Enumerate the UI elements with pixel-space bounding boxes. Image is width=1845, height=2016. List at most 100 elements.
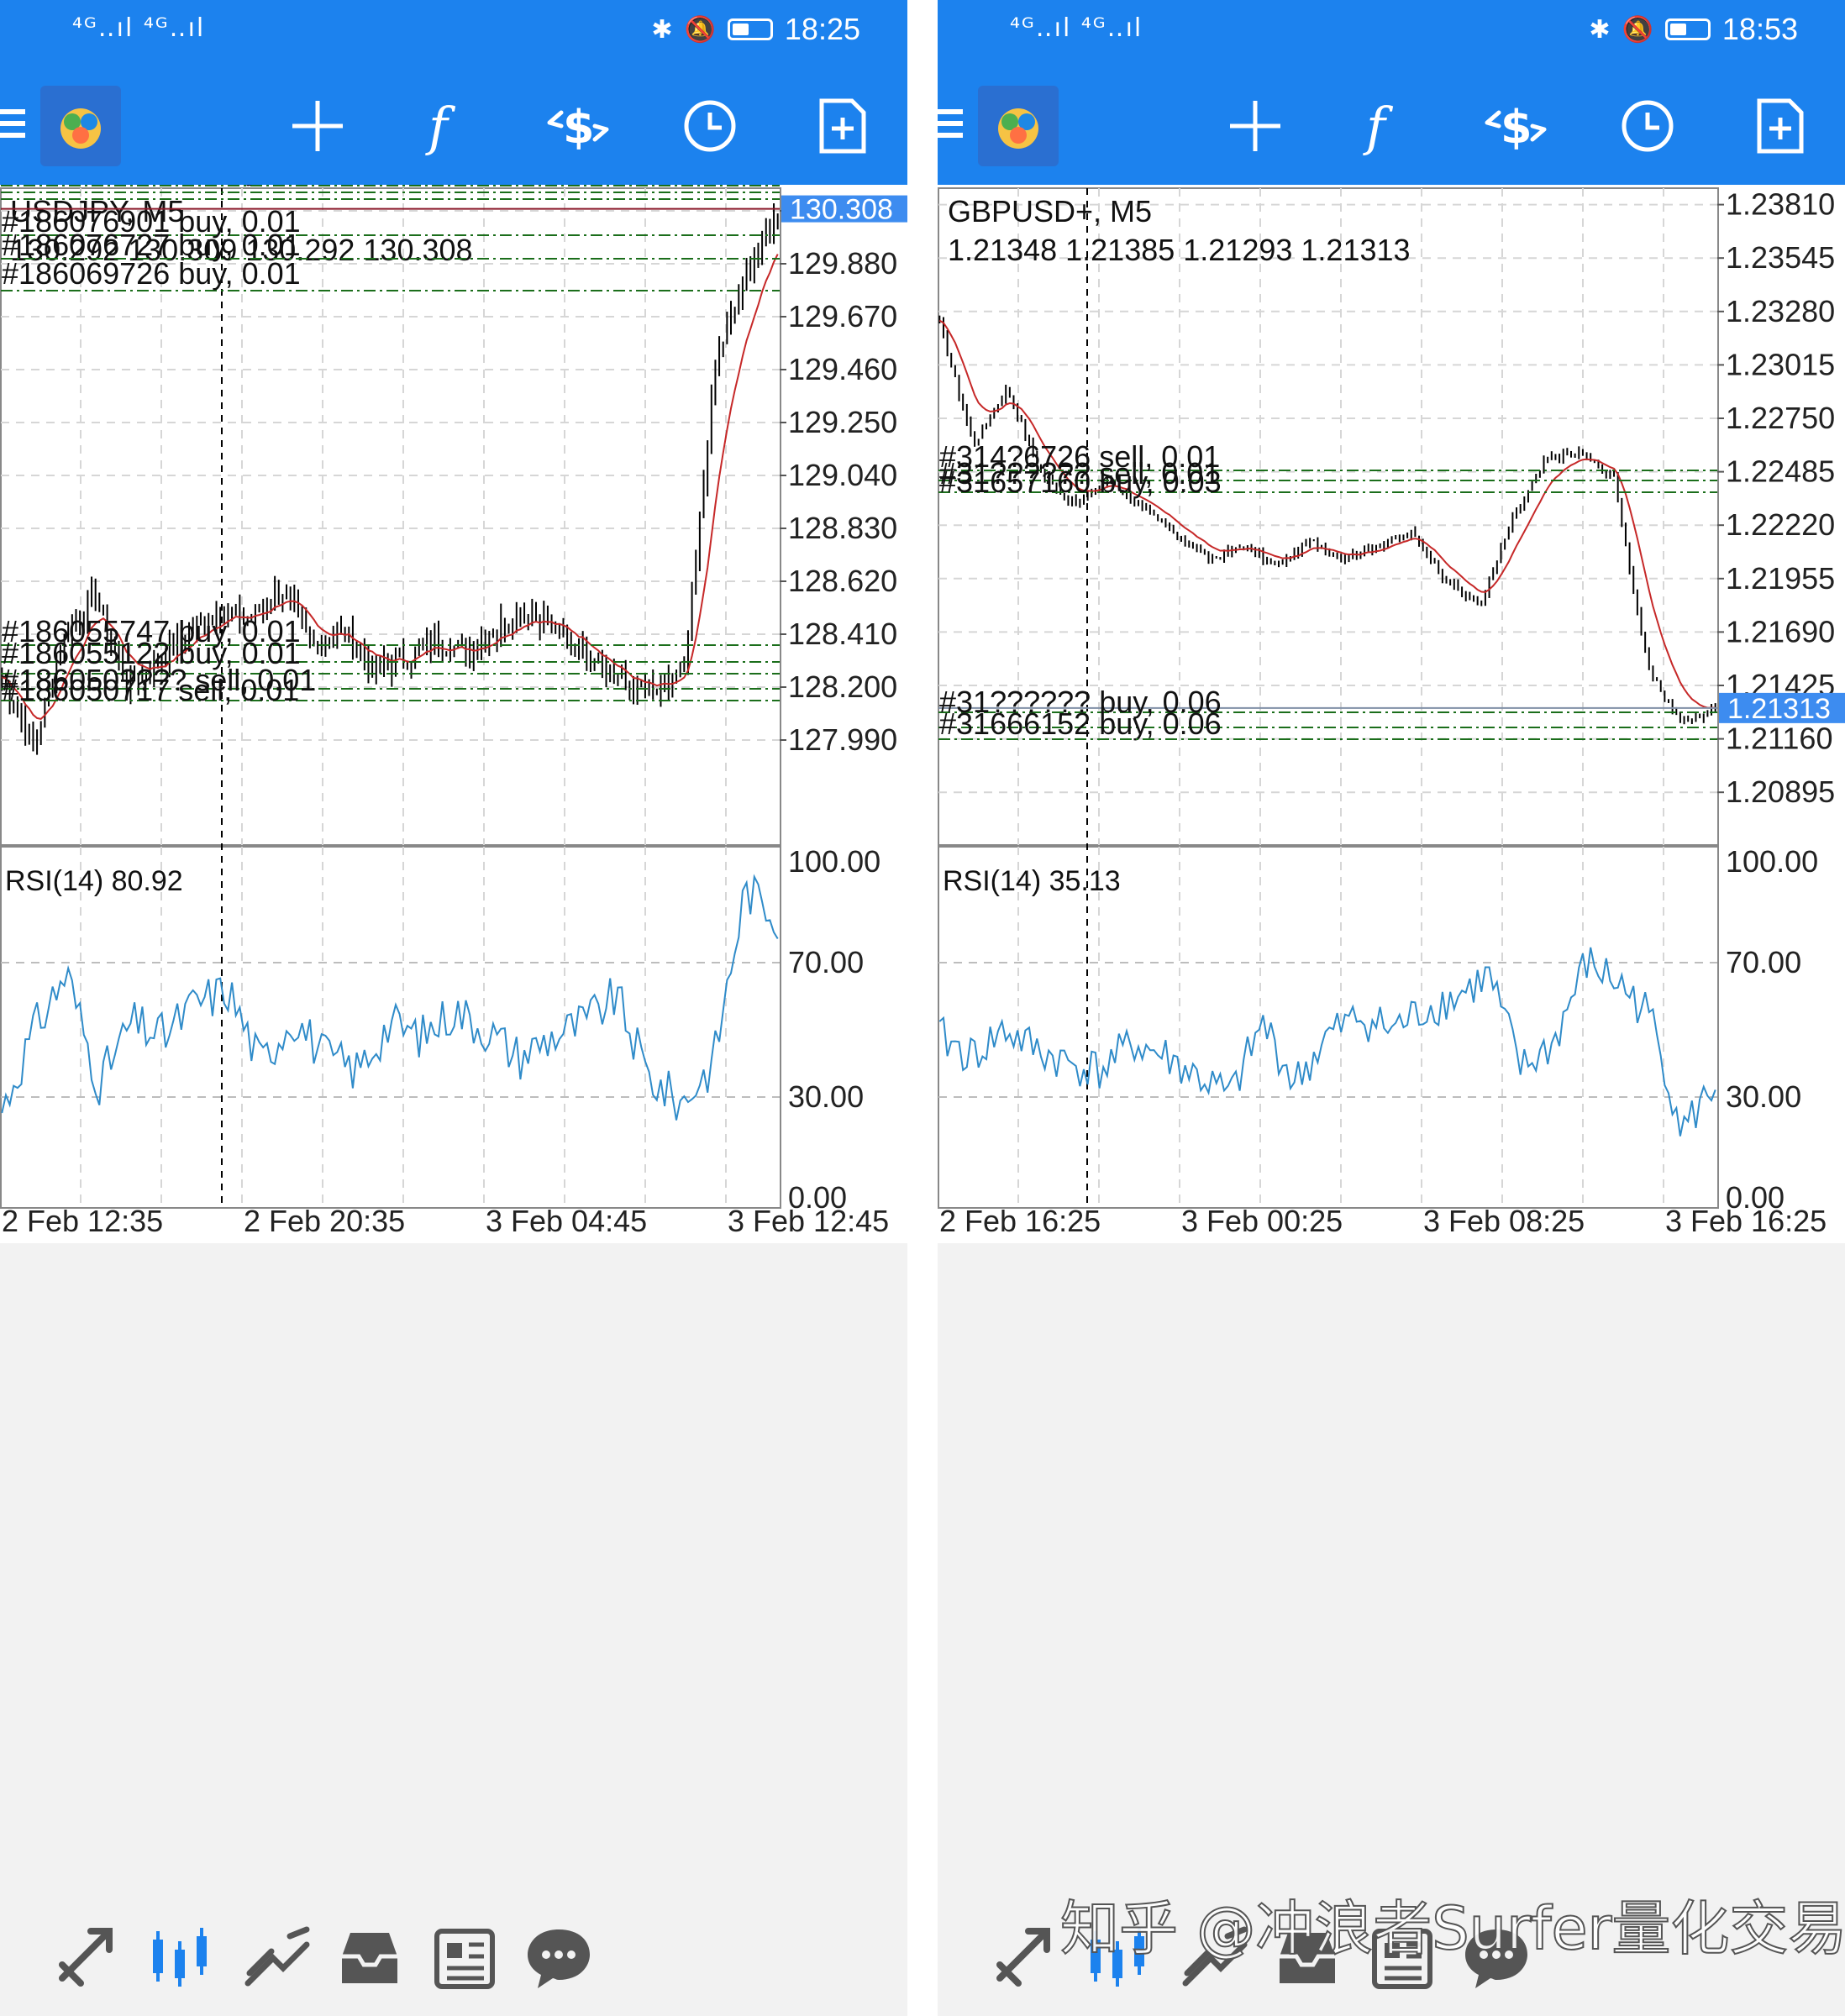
price-axis-label: 1.23015 (1726, 347, 1835, 381)
menu-icon[interactable] (0, 109, 25, 143)
network-signal: ⁴ᴳ‥ıl ⁴ᴳ‥ıl (72, 13, 206, 43)
rsi-axis-label: 0.00 (1726, 1180, 1785, 1215)
order-label: #314?6726 sell, 0.01 (939, 439, 1220, 474)
news-icon[interactable] (427, 1919, 502, 1995)
order-label: #31?????? sell, 0.01 (939, 456, 1220, 491)
order-label: #186069726 buy, 0.01 (2, 256, 301, 291)
price-axis-label: 1.20895 (1726, 774, 1835, 809)
price-axis-label: 1.23545 (1726, 240, 1835, 275)
quotes-icon[interactable] (988, 1919, 1064, 1995)
status-right: ✱ 🔕 18:25 (651, 12, 860, 47)
price-axis-label: 1.21160 (1726, 722, 1832, 756)
quotes-icon[interactable] (50, 1919, 126, 1995)
history-icon[interactable] (1269, 1919, 1345, 1995)
main-plot-border (938, 187, 1719, 846)
price-axis-label: 1.22485 (1726, 454, 1835, 489)
trade-dollar-icon[interactable]: $ (544, 92, 612, 160)
price-axis-label: 128.410 (788, 617, 897, 651)
trade-icon[interactable] (1177, 1919, 1253, 1995)
rsi-axis-label: 30.00 (1726, 1079, 1801, 1114)
price-axis-label: 1.23280 (1726, 294, 1835, 328)
price-axis-label: 129.880 (788, 246, 897, 281)
add-file-icon[interactable] (1746, 92, 1813, 160)
app-logo-icon[interactable] (978, 86, 1059, 166)
crosshair-icon[interactable] (284, 92, 351, 160)
trade-dollar-icon[interactable]: $ (1482, 92, 1549, 160)
rsi-axis-label: 100.00 (788, 844, 880, 879)
moving-average-line (938, 319, 1716, 709)
status-right: ✱ 🔕 18:53 (1589, 12, 1798, 47)
rsi-plot-border (938, 846, 1719, 1209)
chart-candles-icon[interactable] (143, 1919, 218, 1995)
order-label: #31?????? buy, 0.06 (939, 685, 1222, 719)
history-icon[interactable] (332, 1919, 407, 1995)
status-bar: ⁴ᴳ‥ıl ⁴ᴳ‥ıl ✱ 🔕 18:25 (0, 0, 907, 67)
toolbar: f $ (0, 67, 907, 185)
current-price-tag (781, 195, 907, 223)
time-axis-label: 2 Feb 16:25 (939, 1204, 1101, 1235)
timeframe-clock-icon[interactable] (676, 92, 744, 160)
status-bar: ⁴ᴳ‥ıl ⁴ᴳ‥ıl ✱ 🔕 18:53 (938, 0, 1845, 67)
price-axis-label: 1.21690 (1726, 614, 1835, 648)
moving-average-line (2, 254, 779, 720)
watermark: 知乎 @冲浪者Surfer量化交易 (1059, 1893, 1845, 1964)
symbol-title: GBPUSD+, M5 (948, 194, 1152, 228)
indicator-f-icon[interactable]: f (413, 92, 481, 160)
rsi-axis-label: 70.00 (1726, 945, 1801, 979)
chat-icon[interactable] (521, 1919, 597, 1995)
svg-text:f: f (1363, 96, 1394, 157)
battery-icon (1664, 18, 1711, 40)
price-axis-label: 129.670 (788, 299, 897, 333)
hidden-order-label: #18607?? ??? buy, 0.03 (10, 185, 334, 186)
price-axis-label: 1.21955 (1726, 561, 1835, 596)
app-logo-icon[interactable] (40, 86, 121, 166)
network-signal: ⁴ᴳ‥ıl ⁴ᴳ‥ıl (1010, 13, 1143, 43)
order-label: #31657160 buy, 0.03 (939, 465, 1222, 499)
bluetooth-icon: ✱ (1589, 14, 1611, 45)
price-axis-label: 129.040 (788, 458, 897, 492)
ohlc-values: 1.21348 1.21385 1.21293 1.21313 (948, 233, 1411, 267)
order-label: #186050717 sell, 0.01 (2, 673, 299, 707)
rsi-line (938, 947, 1716, 1137)
time-axis-label: 2 Feb 12:35 (2, 1204, 163, 1235)
chart-candles-icon[interactable] (1080, 1919, 1156, 1995)
current-price-value: 130.308 (790, 194, 893, 226)
current-price-value: 1.21313 (1727, 693, 1831, 725)
rsi-axis-label: 100.00 (1726, 844, 1818, 879)
rsi-axis-label: 70.00 (788, 945, 864, 979)
battery-icon (727, 18, 773, 40)
add-file-icon[interactable] (808, 92, 875, 160)
chart-panel-usdjpy: ⁴ᴳ‥ıl ⁴ᴳ‥ıl ✱ 🔕 18:25 f $ 130.510130.090… (0, 0, 907, 2016)
order-label: #186076901 buy, 0.01 (2, 204, 301, 239)
order-label: #31666152 buy, 0.06 (939, 706, 1222, 741)
time-axis-label: 3 Feb 04:45 (486, 1204, 647, 1235)
order-label: #186055747 buy, 0.01 (2, 614, 301, 648)
svg-text:$: $ (1501, 101, 1532, 154)
bluetooth-icon: ✱ (651, 14, 673, 45)
price-chart[interactable]: 1.240751.238101.235451.232801.230151.227… (938, 185, 1845, 1235)
bottom-navigation (938, 1243, 1845, 2016)
crosshair-icon[interactable] (1222, 92, 1289, 160)
time-axis-label: 3 Feb 00:25 (1181, 1204, 1343, 1235)
price-axis-label: 1.23810 (1726, 187, 1835, 222)
price-axis-label: 127.990 (788, 722, 897, 757)
menu-icon[interactable] (938, 109, 963, 143)
trade-icon[interactable] (239, 1919, 315, 1995)
price-axis-label: 128.620 (788, 564, 897, 598)
rsi-axis-label: 30.00 (788, 1079, 864, 1114)
divider (907, 0, 938, 2016)
order-label: #186050???? sell, 0.01 (2, 663, 316, 697)
timeframe-clock-icon[interactable] (1614, 92, 1681, 160)
chat-icon[interactable] (1459, 1919, 1534, 1995)
news-icon[interactable] (1364, 1919, 1440, 1995)
ohlc-values: 130.292 130.309 130.292 130.308 (10, 233, 473, 267)
current-price-tag (1719, 692, 1845, 723)
clock: 18:25 (784, 12, 860, 46)
price-chart[interactable]: 130.510130.090129.880129.670129.460129.2… (0, 185, 907, 1235)
price-axis-label: 128.200 (788, 669, 897, 704)
mute-icon: 🔕 (1622, 14, 1653, 45)
indicator-f-icon[interactable]: f (1351, 92, 1418, 160)
rsi-title: RSI(14) 35.13 (943, 865, 1121, 897)
svg-text:$: $ (563, 101, 595, 154)
time-axis-label: 3 Feb 16:25 (1665, 1204, 1827, 1235)
